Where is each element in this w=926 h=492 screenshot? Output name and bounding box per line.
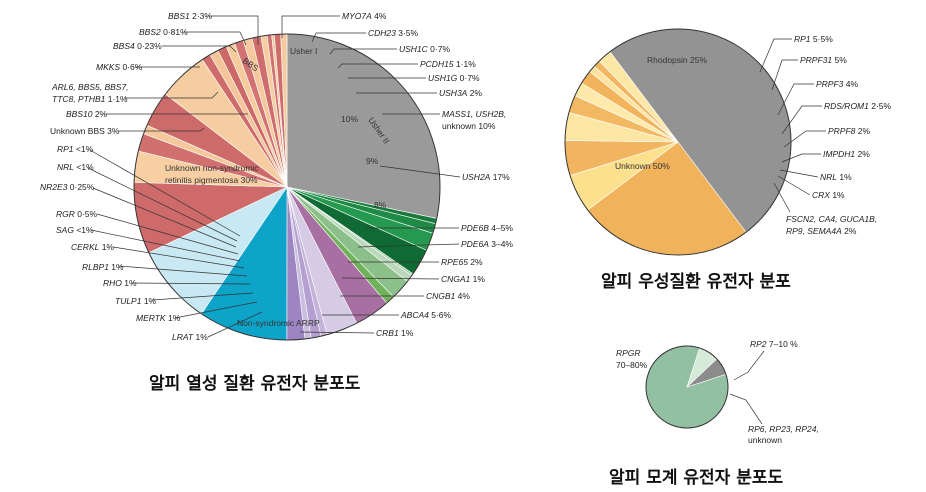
label-fscn2-2: RP9, SEMA4A 2% [786, 226, 857, 236]
label-nrl: NRL <1% [57, 162, 94, 172]
label-impdh1: IMPDH1 2% [823, 149, 870, 159]
pie-outline [645, 345, 729, 429]
xlinked-labels: RPGR 70–80% RP2 7–10 % RP6, RP23, RP24, … [616, 339, 819, 445]
annotation-nonsyndromic-arrp: Non-syndromic ARRP [237, 318, 320, 328]
label-sag: SAG <1% [56, 225, 94, 235]
label-nrl-dom: NRL 1% [820, 172, 852, 182]
label-bbs4: BBS4 0·23% [113, 41, 162, 51]
label-unknown-bbs: Unknown BBS 3% [50, 126, 120, 136]
label-ush3a: USH3A 2% [439, 88, 482, 98]
label-rhodopsin: Rhodopsin 25% [647, 55, 707, 65]
label-rp6-1: RP6, RP23, RP24, [748, 424, 819, 434]
label-rgr: RGR 0·5% [56, 209, 98, 219]
pie-outline [133, 33, 441, 341]
label-rpgr-2: 70–80% [616, 360, 648, 370]
label-cngb1: CNGB1 4% [426, 291, 470, 301]
dominant-labels: Rhodopsin 25% Unknown 50% RP1 5·5% PRPF3… [615, 34, 892, 236]
label-rho: RHO 1% [103, 278, 137, 288]
label-prpf3: PRPF3 4% [816, 79, 858, 89]
label-myo7a: MYO7A 4% [342, 11, 387, 21]
label-crx: CRX 1% [812, 190, 845, 200]
label-prpf31: PRPF31 5% [800, 55, 847, 65]
label-fscn2-1: FSCN2, CA4, GUCA1B, [786, 214, 877, 224]
label-abca4: ABCA4 5·6% [400, 310, 452, 320]
label-ush2a: USH2A 17% [462, 172, 510, 182]
label-arl6-2: TTC8, PTHB1 1·1% [52, 94, 128, 104]
caption-xlinked: 알피 모계 유전자 분포도 [609, 468, 784, 488]
label-arl6-1: ARL6, BBS5, BBS7, [51, 82, 129, 92]
label-nr2e3: NR2E3 0·25% [40, 182, 95, 192]
label-mertk: MERTK 1% [136, 313, 181, 323]
label-unknown-50: Unknown 50% [615, 161, 670, 171]
label-rpe65: RPE65 2% [441, 257, 483, 267]
annotation-8pct: 8% [374, 200, 387, 210]
label-ush1g: USH1G 0·7% [428, 73, 480, 83]
label-tulp1: TULP1 1% [115, 296, 157, 306]
label-mass1-1: MASS1, USH2B, [442, 109, 506, 119]
pie-slice [286, 33, 441, 219]
caption-dominant: 알피 우성질환 유전자 분포 [601, 271, 791, 292]
recessive-labels: BBS1 2·3% BBS2 0·81% BBS4 0·23% MKKS 0·6… [40, 11, 513, 342]
label-lrat: LRAT 1% [172, 332, 208, 342]
label-rlbp1: RLBP1 1% [82, 262, 124, 272]
label-cnga1: CNGA1 1% [441, 274, 485, 284]
label-cerkl: CERKL 1% [71, 242, 114, 252]
label-mkks: MKKS 0·6% [96, 62, 143, 72]
label-rp1-dom: RP1 5·5% [794, 34, 833, 44]
label-mass1-2: unknown 10% [442, 121, 496, 131]
caption-recessive: 알피 열성 질환 유전자 분포도 [149, 373, 361, 394]
label-rpgr-1: RPGR [616, 348, 641, 358]
label-unknown-nonsyndromic-1: Unknown non-syndromic [165, 163, 259, 173]
label-pde6a: PDE6A 3–4% [461, 239, 513, 249]
label-crb1: CRB1 1% [376, 328, 414, 338]
annotation-usher-1: Usher I [290, 46, 317, 56]
label-bbs1: BBS1 2·3% [168, 11, 212, 21]
label-prpf8: PRPF8 2% [828, 126, 870, 136]
annotation-9pct: 9% [366, 156, 379, 166]
dominant-pie [564, 28, 792, 256]
recessive-pie [133, 33, 441, 341]
label-rp6-2: unknown [748, 435, 782, 445]
label-pde6b: PDE6B 4–5% [461, 223, 513, 233]
label-bbs2: BBS2 0·81% [139, 27, 188, 37]
label-pcdh15: PCDH15 1·1% [420, 59, 476, 69]
label-rp1: RP1 <1% [57, 144, 94, 154]
label-bbs10: BBS10 2% [66, 109, 108, 119]
label-rp2: RP2 7–10 % [750, 339, 798, 349]
xlinked-pie [645, 345, 729, 429]
label-ush1c: USH1C 0·7% [399, 44, 450, 54]
label-rds-rom1: RDS/ROM1 2·5% [824, 101, 892, 111]
annotation-10pct: 10% [341, 114, 358, 124]
label-cdh23: CDH23 3·5% [368, 28, 419, 38]
label-unknown-nonsyndromic-2: retinitis pigmentosa 30% [165, 175, 258, 185]
